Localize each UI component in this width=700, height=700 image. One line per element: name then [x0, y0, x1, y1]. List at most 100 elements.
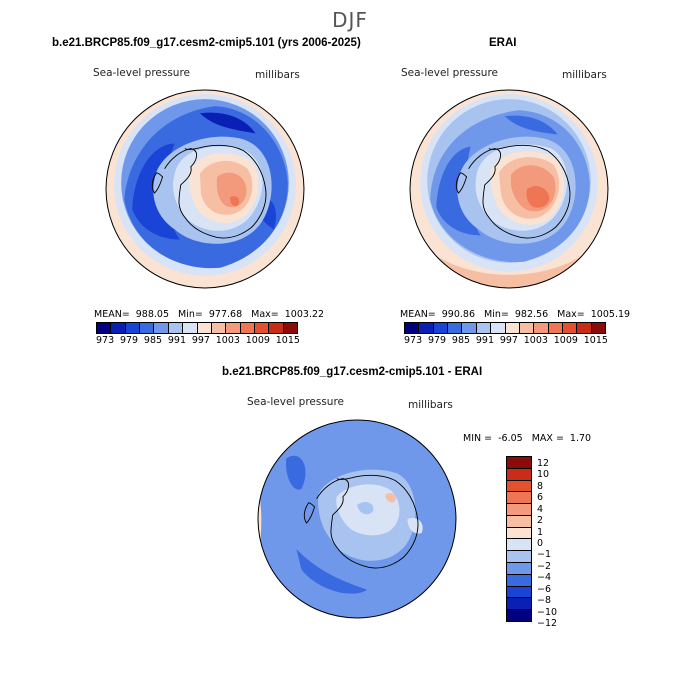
diff-colorbar-tick-label: −2 [537, 560, 552, 572]
diff-colorbar-swatch [507, 551, 531, 564]
obs-variable-label: Sea-level pressure [401, 67, 499, 79]
colorbar-swatch [562, 323, 578, 333]
colorbar-swatch [269, 323, 284, 333]
colorbar-swatch [226, 323, 241, 333]
diff-colorbar-swatch [507, 610, 531, 621]
model-polar-map [105, 89, 305, 289]
diff-colorbar-tick-label: −1 [537, 549, 552, 561]
colorbar-swatch [548, 323, 563, 333]
diff-panel-title: b.e21.BRCP85.f09_g17.cesm2-cmip5.101 - E… [222, 366, 483, 378]
colorbar-tick-label: 1009 [553, 335, 578, 346]
model-max-value: 1003.22 [284, 309, 325, 320]
diff-colorbar-swatch [507, 539, 531, 552]
diff-colorbar-tick-label: −12 [537, 618, 558, 629]
colorbar-swatch [254, 323, 270, 333]
diff-colorbar-swatch [507, 480, 531, 493]
obs-mean-label: MEAN= [400, 309, 436, 320]
colorbar-swatch [197, 323, 212, 333]
model-panel-title: b.e21.BRCP85.f09_g17.cesm2-cmip5.101 (yr… [52, 37, 361, 49]
model-stats: MEAN= 988.05 Min= 977.68 Max= 1003.22 [94, 309, 330, 320]
diff-colorbar-labels: 12 10 8 6 4 2 1 0 −1 −2 −4 −6 −8 −10 −12 [537, 456, 577, 629]
diff-colorbar-swatch [507, 563, 531, 575]
obs-panel-title: ERAI [489, 37, 517, 49]
colorbar-swatch [111, 323, 126, 333]
model-mean-value: 988.05 [135, 309, 170, 320]
obs-mean-value: 990.86 [441, 309, 476, 320]
colorbar-tick-label: 1009 [245, 335, 270, 346]
colorbar-swatch [125, 323, 141, 333]
colorbar-swatch [433, 323, 449, 333]
colorbar-swatch [140, 323, 155, 333]
diff-colorbar-swatch [507, 598, 531, 611]
colorbar-tick-label: 997 [499, 335, 518, 346]
model-units-label: millibars [255, 69, 300, 81]
model-variable-label: Sea-level pressure [93, 67, 191, 79]
colorbar-swatch [211, 323, 227, 333]
colorbar-tick-label: 1015 [583, 335, 608, 346]
model-colorbar-labels: 973 979 985 991 997 1003 1009 1015 [96, 335, 300, 346]
obs-min-value: 982.56 [514, 309, 549, 320]
diff-colorbar-tick-label: −4 [537, 572, 552, 584]
colorbar-swatch [154, 323, 169, 333]
diff-colorbar-swatch [507, 492, 531, 505]
colorbar-swatch [283, 323, 298, 333]
obs-max-value: 1005.19 [590, 309, 631, 320]
colorbar-tick-label: 973 [96, 335, 115, 346]
diff-stats: MIN = -6.05 MAX = 1.70 [463, 433, 597, 444]
colorbar-tick-label: 1003 [523, 335, 548, 346]
colorbar-tick-label: 985 [143, 335, 163, 346]
colorbar-swatch [448, 323, 463, 333]
diff-colorbar-tick-label: −10 [537, 606, 558, 618]
diff-colorbar-tick-label: −6 [537, 583, 552, 595]
obs-colorbar-labels: 973 979 985 991 997 1003 1009 1015 [404, 335, 608, 346]
colorbar-tick-label: 973 [404, 335, 423, 346]
diff-colorbar-swatch [507, 457, 531, 469]
diff-colorbar-tick-label: −8 [537, 595, 552, 607]
diff-max-value: 1.70 [569, 433, 592, 444]
colorbar-tick-label: 1003 [215, 335, 240, 346]
colorbar-swatch [183, 323, 198, 333]
diff-colorbar-tick-label: 8 [537, 480, 544, 492]
colorbar-swatch [97, 323, 112, 333]
colorbar-tick-label: 991 [167, 335, 186, 346]
diff-colorbar-tick-label: 1 [537, 526, 544, 538]
diff-colorbar-swatch [507, 515, 531, 528]
diff-colorbar-tick-label: 4 [537, 503, 544, 515]
colorbar-swatch [491, 323, 506, 333]
diff-colorbar-tick-label: 12 [537, 458, 550, 469]
diff-colorbar-tick-label: 2 [537, 515, 544, 527]
colorbar-swatch [577, 323, 592, 333]
diff-min-label: MIN = [463, 433, 493, 444]
obs-max-label: Max= [557, 309, 585, 320]
obs-units-label: millibars [562, 69, 607, 81]
model-min-label: Min= [178, 309, 203, 320]
diff-colorbar-swatch [507, 468, 531, 481]
diff-min-value: -6.05 [498, 433, 523, 444]
model-colorbar [96, 322, 298, 334]
diff-colorbar-swatch [507, 574, 531, 587]
model-max-label: Max= [251, 309, 279, 320]
colorbar-tick-label: 979 [427, 335, 447, 346]
diff-colorbar-tick-label: 0 [537, 538, 544, 549]
colorbar-swatch [476, 323, 492, 333]
colorbar-swatch [462, 323, 477, 333]
colorbar-tick-label: 997 [191, 335, 210, 346]
diff-polar-map [257, 419, 457, 619]
model-min-value: 977.68 [208, 309, 243, 320]
diff-colorbar-tick-label: 6 [537, 492, 544, 504]
colorbar-swatch [505, 323, 520, 333]
diff-colorbar [506, 456, 532, 622]
colorbar-swatch [240, 323, 255, 333]
colorbar-swatch [419, 323, 434, 333]
model-mean-label: MEAN= [94, 309, 130, 320]
colorbar-tick-label: 991 [475, 335, 494, 346]
colorbar-swatch [168, 323, 184, 333]
obs-polar-map [409, 89, 609, 289]
obs-colorbar [404, 322, 606, 334]
colorbar-swatch [405, 323, 420, 333]
diff-units-label: millibars [408, 399, 453, 411]
diff-colorbar-swatch [507, 586, 531, 599]
diff-colorbar-tick-label: 10 [537, 469, 550, 481]
colorbar-swatch [519, 323, 535, 333]
obs-min-label: Min= [484, 309, 509, 320]
